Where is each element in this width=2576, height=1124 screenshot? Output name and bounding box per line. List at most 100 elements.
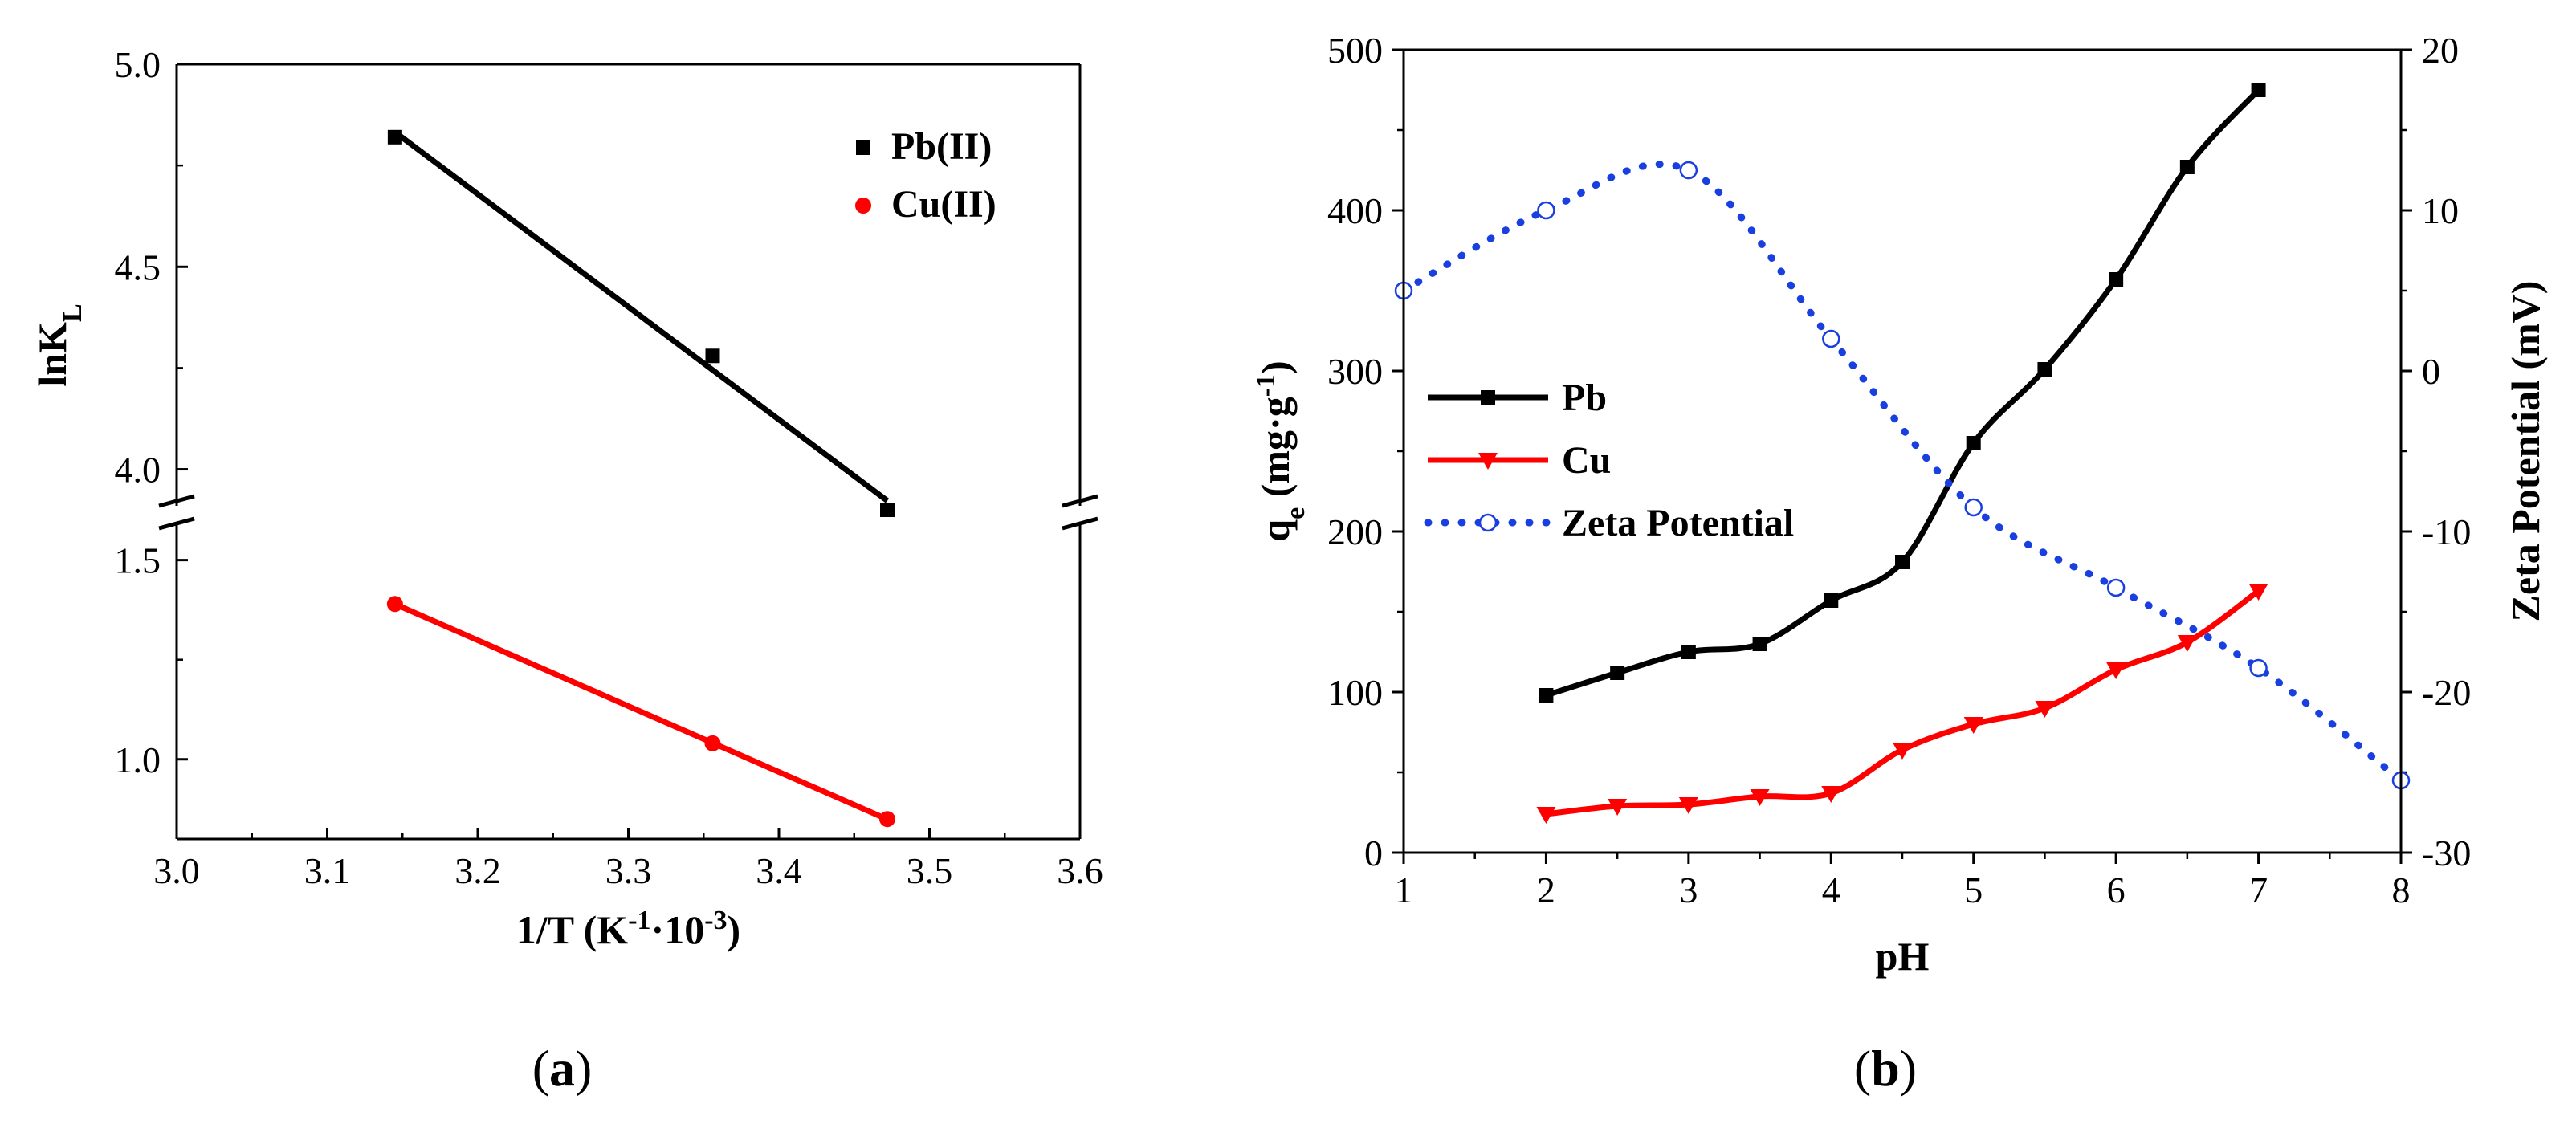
y2-tick-label: 20 [2422,30,2459,71]
y2-tick-label: 0 [2422,351,2440,392]
x-tick-label: 8 [2392,869,2411,910]
panel-b-frame [1402,48,2403,854]
x-tick-label: 7 [2249,869,2268,910]
axis-break-mark [158,516,195,531]
data-point-cu [2248,584,2268,601]
data-point-cu [704,735,721,751]
legend-marker [855,198,871,214]
data-point-zeta-potential [1822,329,1840,348]
data-point-cu [1536,807,1556,824]
panel-a-x-axis-label: 1/T (K-1·10-3) [516,906,740,953]
fit-line-cu [393,601,889,822]
data-point-cu [1821,786,1841,803]
panel-b: 1 2 3 4 5 6 7 8 0 100 200 300 400 500 -30 -20 -10 0 10 20 P… [1251,30,2549,1097]
data-point-zeta-potential [2249,658,2268,678]
y-tick-label: 100 [1327,672,1383,713]
data-point-pb [2109,272,2124,287]
legend-label-zeta-potential: Zeta Potential [1562,502,1794,544]
y2-tick-label: -20 [2422,672,2471,713]
panel-a-y-axis-label: lnKL [30,303,88,386]
y-tick-label: 0 [1364,833,1383,874]
data-point-pb [705,348,720,364]
data-point-zeta-potential [2106,578,2126,597]
data-point-pb [2251,83,2266,97]
panel-b-label: (b) [1854,1040,1917,1097]
y2-tick-label: 10 [2422,190,2459,231]
panel-b-data [1394,83,2411,824]
panel-a-legend: Pb(II) Cu(II) [855,125,997,226]
x-tick-label: 3 [1679,869,1698,910]
y-tick-label: 300 [1327,351,1383,392]
series-line-cu [1546,588,2260,817]
panel-b-y-axis-label: qe (mg·g-1) [1251,360,1310,541]
legend-label: Pb(II) [891,125,992,168]
x-tick-label: 3.4 [756,850,802,891]
x-tick-label: 5 [1964,869,1983,910]
x-tick-label: 3.5 [907,850,953,891]
data-point-zeta-potential [1679,161,1698,180]
x-tick-label: 2 [1537,869,1555,910]
data-point-pb [1824,593,1839,608]
x-tick-label: 6 [2107,869,2126,910]
panel-a-data [386,129,895,828]
data-point-cu [879,811,895,828]
data-point-pb [2037,362,2052,377]
plot-frame [1402,48,2403,854]
y-tick-label: 1.0 [115,739,161,780]
fit-line-pb [393,129,890,503]
data-point-cu [2177,635,2197,652]
x-tick-label: 1 [1395,869,1413,910]
legend-label-cu: Cu [1562,439,1611,482]
y-tick-label: 5.0 [115,44,161,85]
data-point-cu [1963,717,1983,734]
panel-a-ticks: 3.0 3.1 3.2 3.3 3.4 3.5 3.6 4.0 4.5 5.0 1.0 1.5 [115,44,1103,891]
axis-break-mark [1062,516,1098,531]
y2-tick-label: -30 [2422,833,2471,874]
data-point-pb [880,503,895,517]
axis-break-mark [158,494,195,508]
data-point-pb [1895,555,1910,569]
legend-marker-zeta-potential [1478,513,1498,532]
panel-b-x-axis-label: pH [1876,934,1930,979]
y-tick-label: 200 [1327,511,1383,552]
y-tick-label: 500 [1327,30,1383,71]
x-tick-label: 3.6 [1057,850,1103,891]
data-point-cu [2035,701,2055,718]
panel-b-right-axis-label: Zeta Potential (mV) [2503,281,2548,622]
legend-marker-pb [1481,390,1495,405]
legend-marker [856,140,870,155]
data-point-pb [2179,160,2195,174]
x-tick-label: 3.2 [454,850,501,891]
data-point-pb [387,129,402,145]
axis-break-mark [1062,494,1098,508]
data-point-cu [1608,799,1628,816]
y-tick-label: 4.0 [115,450,161,491]
data-point-zeta-potential [1964,498,1983,517]
panel-b-legend: Pb Cu Zeta Potential [1424,377,1794,544]
y-tick-label: 4.5 [115,246,161,287]
series-line-zeta-potential [1400,161,2405,784]
x-tick-label: 3.3 [605,850,652,891]
y-tick-label: 1.5 [115,540,161,581]
data-point-cu [2106,662,2126,679]
y-tick-label: 400 [1327,190,1383,231]
y2-tick-label: -10 [2422,511,2471,552]
legend-marker-cu [1478,453,1498,470]
panel-a-label: (a) [532,1040,593,1097]
x-tick-label: 3.0 [153,850,200,891]
data-point-pb [1966,436,1981,450]
x-tick-label: 3.1 [304,850,351,891]
data-point-pb [1752,637,1767,651]
data-point-cu [386,596,403,613]
panel-a-frame [158,63,1098,841]
data-point-cu [1678,797,1698,814]
data-point-cu [1893,743,1912,760]
panel-a: 3.0 3.1 3.2 3.3 3.4 3.5 3.6 4.0 4.5 5.0 1.0 1.5 Pb(… [30,44,1103,1097]
legend-label: Cu(II) [891,183,997,226]
data-point-pb [1610,666,1625,680]
data-point-zeta-potential [1537,201,1555,220]
x-tick-label: 4 [1822,869,1840,910]
data-point-cu [1750,789,1770,806]
data-point-pb [1539,688,1554,702]
